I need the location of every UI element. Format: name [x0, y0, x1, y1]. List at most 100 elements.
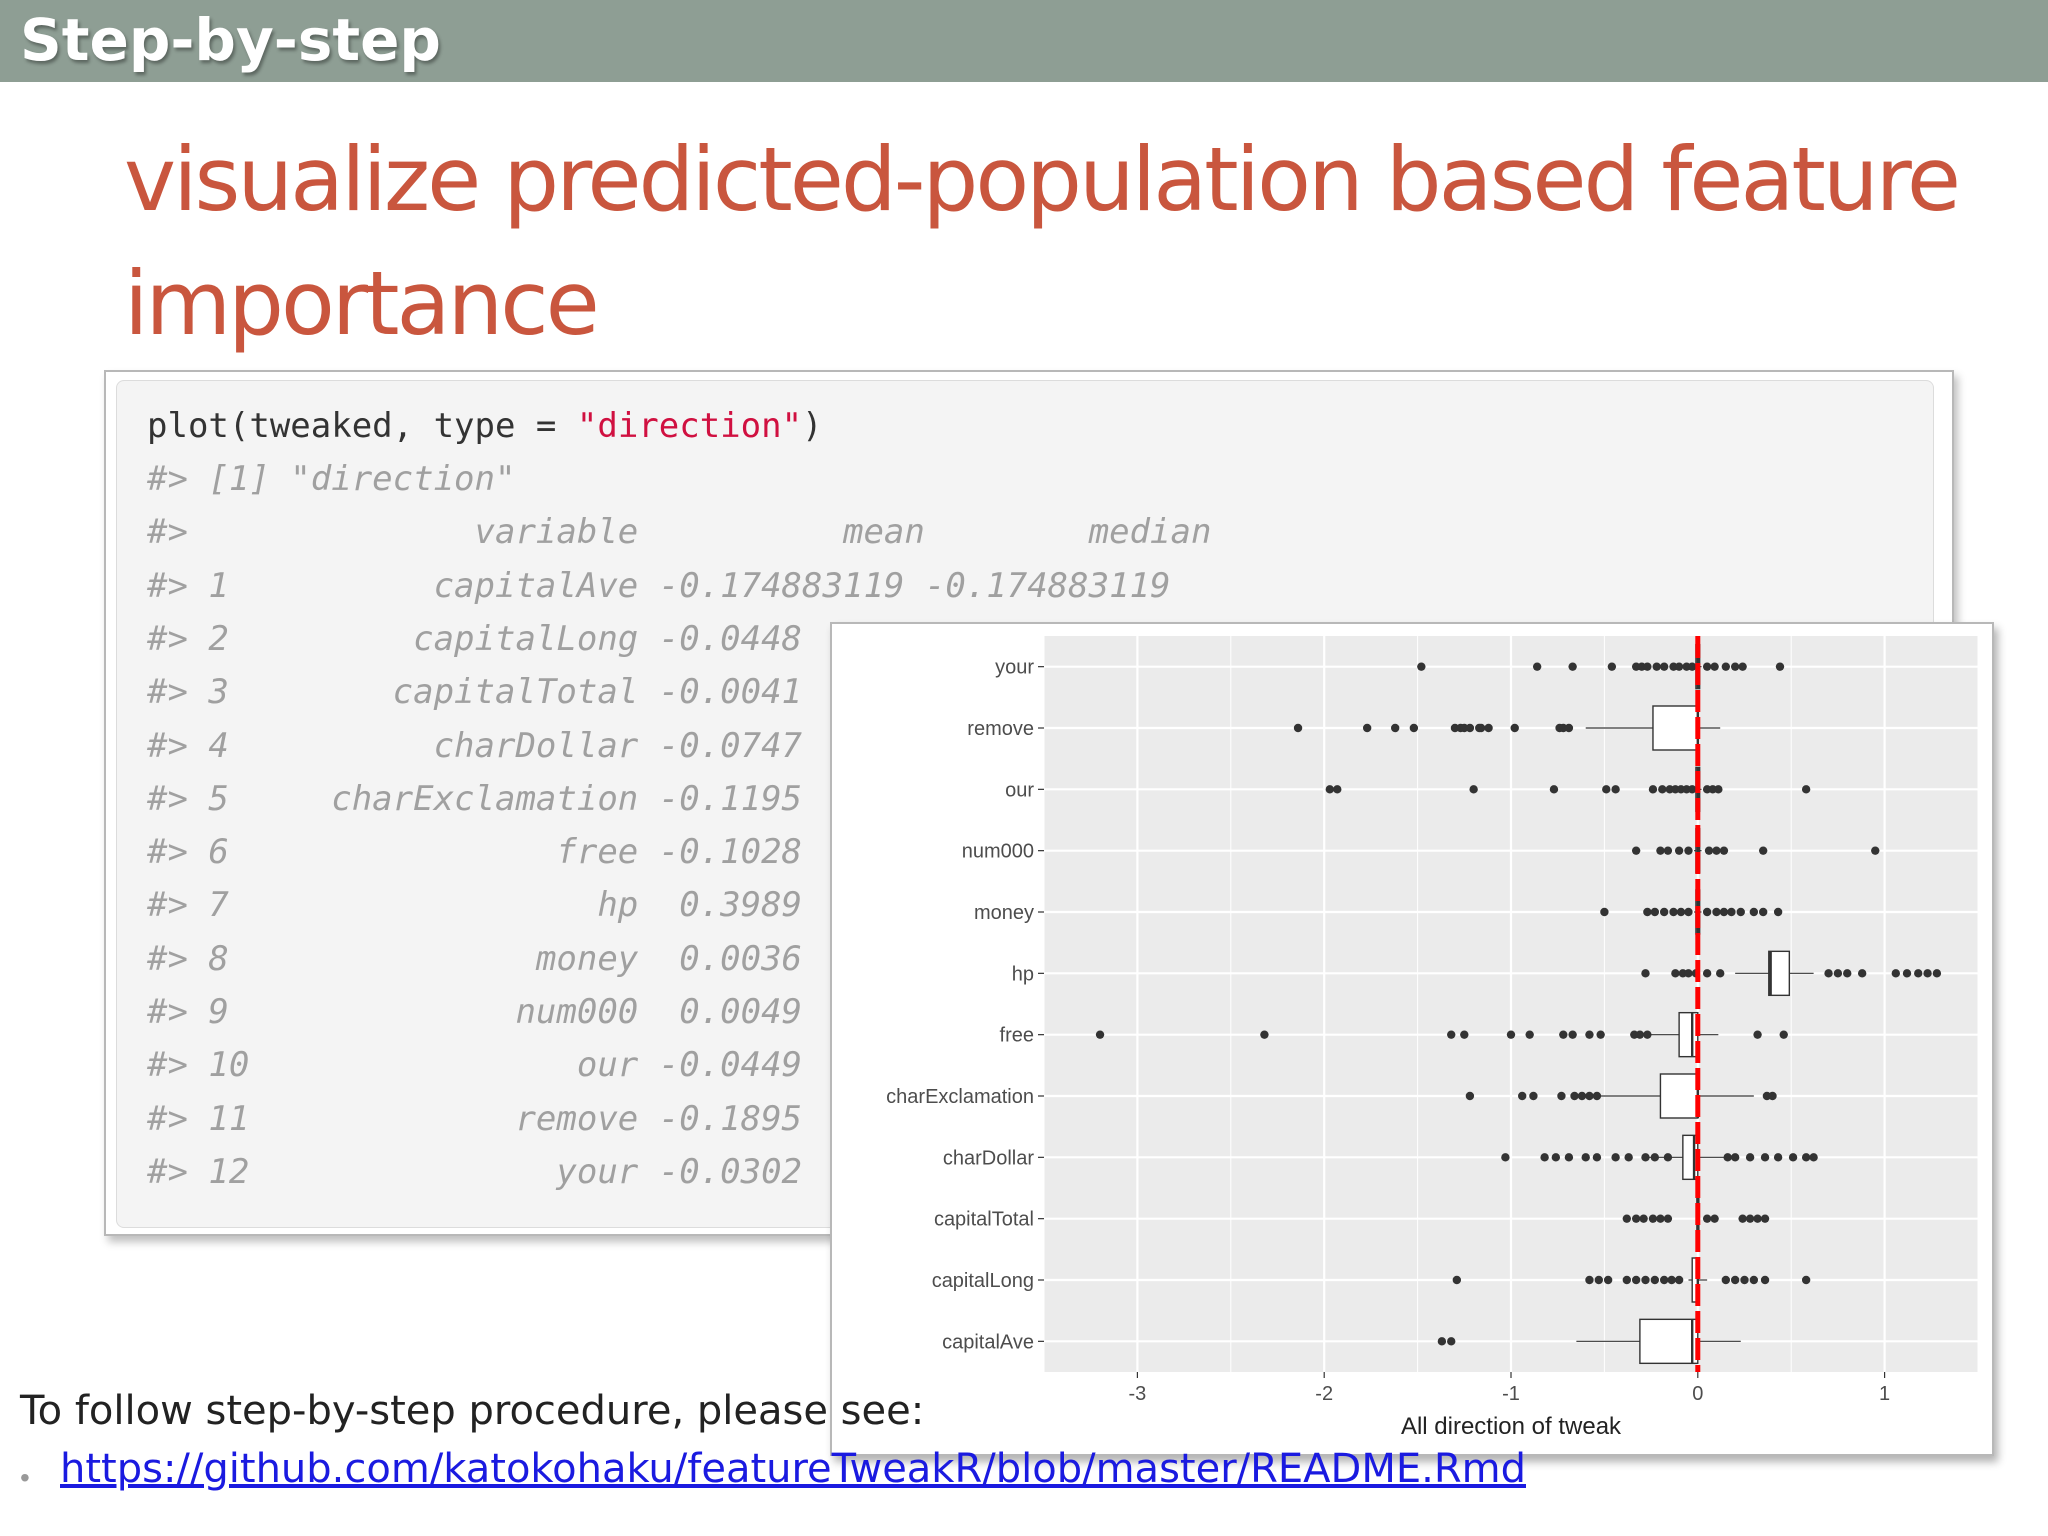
footer-text: To follow step-by-step procedure, please…	[20, 1388, 925, 1434]
outlier-point	[1801, 1153, 1811, 1162]
code-output-line: #> 1 capitalAve -0.174883119 -0.17488311…	[147, 565, 1171, 606]
outlier-point	[1592, 1153, 1602, 1162]
outlier-point	[1409, 723, 1419, 733]
code-output-line: #> 12 your -0.0302	[147, 1151, 803, 1192]
outlier-point	[1659, 907, 1669, 917]
code-output-line: #> 7 hp 0.3989	[147, 885, 803, 926]
outlier-point	[1624, 1153, 1633, 1162]
outlier-point	[1437, 1337, 1447, 1346]
outlier-point	[1260, 1030, 1269, 1039]
outlier-point	[1745, 1214, 1755, 1223]
y-tick-label: charExclamation	[886, 1086, 1034, 1108]
code-output-line: #> 10 our -0.0449	[147, 1045, 803, 1086]
y-tick-label: your	[995, 657, 1034, 679]
outlier-point	[1760, 1153, 1770, 1162]
outlier-point	[1712, 907, 1721, 917]
outlier-point	[1641, 969, 1650, 978]
code-output-line: #> 4 charDollar -0.0747	[147, 725, 803, 766]
code-call-prefix: plot(tweaked, type =	[147, 406, 577, 446]
outlier-point	[1559, 1030, 1568, 1039]
outlier-point	[1641, 1275, 1650, 1285]
y-tick-label: free	[1000, 1025, 1034, 1047]
y-tick-label: remove	[967, 718, 1034, 740]
y-axis: your remove our num000 money hp free charExclam…	[886, 657, 1044, 1353]
outlier-point	[1663, 846, 1673, 855]
box-iqr	[1768, 950, 1791, 997]
code-call-suffix: )	[802, 406, 823, 446]
outlier-point	[1611, 1153, 1620, 1162]
outlier-point	[1585, 1091, 1594, 1101]
outlier-point	[1622, 1214, 1632, 1223]
outlier-point	[1714, 785, 1723, 794]
outlier-point	[1600, 907, 1609, 917]
outlier-point	[1570, 1091, 1579, 1101]
outlier-point	[1719, 907, 1729, 917]
box-iqr	[1639, 1318, 1699, 1365]
outlier-point	[1529, 1091, 1538, 1101]
code-output-line: #> [1] "direction"	[147, 459, 516, 499]
outlier-point	[1674, 1275, 1684, 1285]
outlier-point	[1650, 907, 1660, 917]
y-tick-label: hp	[1012, 963, 1034, 985]
outlier-point	[1745, 1153, 1755, 1162]
x-tick-label: 0	[1692, 1383, 1703, 1405]
code-output-line: #> variable mean median	[147, 512, 1212, 553]
outlier-point	[1676, 907, 1686, 917]
outlier-point	[1622, 1275, 1632, 1285]
outlier-point	[1753, 1030, 1762, 1039]
outlier-point	[1643, 662, 1652, 671]
outlier-point	[1643, 1030, 1652, 1039]
outlier-point	[1639, 1214, 1648, 1223]
outlier-point	[1773, 907, 1783, 917]
outlier-point	[1650, 1153, 1660, 1162]
outlier-point	[1891, 969, 1901, 978]
header-bar: Step-by-step	[0, 0, 2048, 82]
outlier-point	[1730, 1153, 1740, 1162]
outlier-point	[1702, 1214, 1712, 1223]
outlier-point	[1833, 969, 1843, 978]
y-tick-label: capitalAve	[942, 1331, 1034, 1353]
outlier-point	[1923, 969, 1932, 978]
outlier-point	[1687, 662, 1697, 671]
outlier-point	[1594, 1275, 1603, 1285]
outlier-point	[1577, 1091, 1587, 1101]
outlier-point	[1631, 1214, 1641, 1223]
code-output-line: #> 8 money 0.0036	[147, 938, 803, 979]
outlier-point	[1779, 1030, 1788, 1039]
outlier-point	[1460, 1030, 1469, 1039]
outlier-point	[1775, 662, 1785, 671]
outlier-point	[1518, 1091, 1527, 1101]
readme-link[interactable]: https://github.com/katokohaku/featureTwe…	[60, 1446, 1526, 1492]
outlier-point	[1749, 907, 1759, 917]
box-capitalLong	[1452, 1257, 1811, 1303]
outlier-point	[1857, 969, 1867, 978]
outlier-point	[1684, 907, 1693, 917]
outlier-point	[1663, 1214, 1673, 1223]
outlier-point	[1824, 969, 1833, 978]
x-tick-label: -1	[1502, 1383, 1520, 1405]
outlier-point	[1564, 1153, 1574, 1162]
outlier-point	[1592, 1091, 1602, 1101]
outlier-point	[1596, 1030, 1605, 1039]
code-output-line: #> 6 free -0.1028	[147, 832, 803, 873]
y-tick-label: capitalLong	[932, 1270, 1034, 1292]
outlier-point	[1760, 1275, 1770, 1285]
code-call-line: plot(tweaked, type = "direction")	[147, 401, 823, 451]
outlier-point	[1650, 1275, 1660, 1285]
outlier-point	[1659, 1275, 1669, 1285]
outlier-point	[1710, 662, 1719, 671]
outlier-point	[1674, 846, 1684, 855]
outlier-point	[1390, 723, 1400, 733]
code-output-line: #> 3 capitalTotal -0.0041	[147, 672, 803, 713]
outlier-point	[1760, 1214, 1770, 1223]
outlier-point	[1768, 1091, 1777, 1101]
outlier-point	[1758, 846, 1768, 855]
outlier-point	[1773, 1153, 1783, 1162]
outlier-point	[1652, 662, 1661, 671]
outlier-point	[1585, 1275, 1594, 1285]
outlier-point	[1730, 662, 1740, 671]
outlier-point	[1549, 785, 1559, 794]
outlier-point	[1635, 1030, 1645, 1039]
outlier-point	[1607, 662, 1617, 671]
code-output-line: #> 9 num000 0.0049	[147, 992, 803, 1032]
